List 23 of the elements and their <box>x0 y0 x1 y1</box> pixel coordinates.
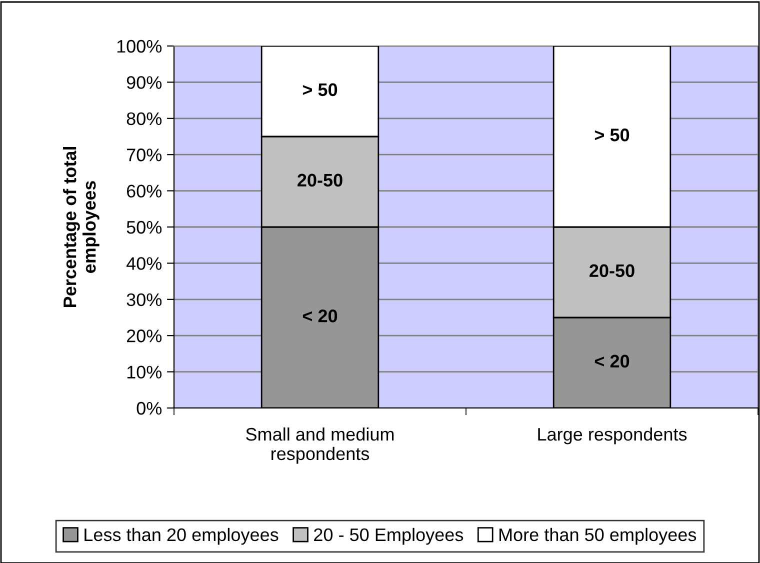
data-label: < 20 <box>594 354 630 368</box>
y-tick-label: 40% <box>126 257 162 270</box>
y-tick-label: 80% <box>126 112 162 126</box>
y-tick-label: 100% <box>117 40 162 53</box>
y-tick-label: 50% <box>126 220 162 234</box>
y-tick-label: 60% <box>126 184 162 198</box>
y-tick-label: 70% <box>126 148 162 162</box>
data-label: < 20 <box>302 310 338 322</box>
x-tick-label: Small and medium respondents <box>246 427 394 464</box>
legend-label: Less than 20 employees <box>84 528 278 545</box>
y-axis-title: Percentage of total employees <box>62 147 100 308</box>
data-label: 20-50 <box>590 264 634 278</box>
y-tick-label: 0% <box>136 402 162 415</box>
y-tick-label: 90% <box>126 76 162 89</box>
legend-label: 20 - 50 Employees <box>314 528 464 545</box>
x-tick-label: Large respondents <box>538 427 687 444</box>
data-label: 20-50 <box>298 174 342 187</box>
y-tick-label: 10% <box>127 366 162 379</box>
y-tick-label: 30% <box>126 293 162 306</box>
legend-label: More than 50 employees <box>499 528 696 545</box>
data-label: > 50 <box>594 128 630 142</box>
y-tick-label: 20% <box>126 330 162 342</box>
data-label: > 50 <box>302 83 338 96</box>
